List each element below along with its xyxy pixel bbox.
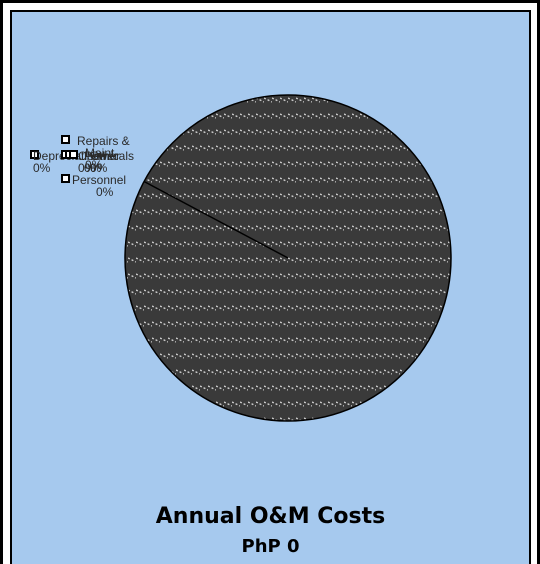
chart-subtitle: PhP 0 — [241, 536, 300, 557]
label-marker-repairs-maint — [61, 135, 70, 144]
label-marker-depreciation — [30, 150, 39, 159]
data-label-repairs-maint-name: Repairs & — [77, 134, 130, 148]
data-labels: Repairs &Maint0%Depreciation0%Chemicals0… — [30, 134, 134, 199]
data-label-personnel-percent: 0% — [96, 185, 114, 199]
slice-divider — [143, 180, 289, 259]
pie-slices — [124, 94, 452, 422]
label-marker-personnel — [61, 174, 70, 183]
data-label-repairs-maint-percent: 0% — [85, 158, 103, 172]
data-label-personnel-name: Personnel — [72, 173, 126, 187]
data-label-other-percent: 0% — [90, 161, 108, 175]
chart-title: Annual O&M Costs — [155, 504, 386, 529]
data-label-chemicals-percent: 0% — [78, 161, 96, 175]
data-label-other-name: Other — [90, 149, 120, 163]
data-label-power-percent: 0% — [84, 161, 102, 175]
label-marker-other — [69, 150, 78, 159]
data-label-power-name: Power — [84, 149, 118, 163]
data-label-chemicals-name: Chemicals — [78, 149, 134, 163]
data-label-repairs-maint-name: Maint — [85, 146, 115, 160]
data-label-depreciation-percent: 0% — [33, 161, 51, 175]
